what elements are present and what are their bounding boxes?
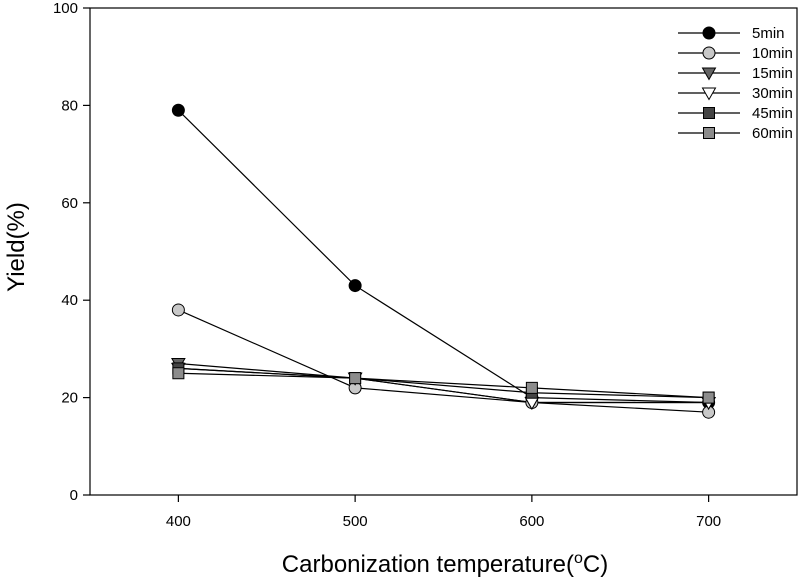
x-axis-title-sup: o <box>574 550 583 567</box>
series-markers-10min <box>171 303 716 419</box>
legend-label: 5min <box>752 25 785 42</box>
legend-marker <box>701 87 717 101</box>
legend-label: 10min <box>752 45 793 62</box>
legend-marker <box>703 127 715 139</box>
legend-item: 15min <box>678 65 793 82</box>
series-line <box>178 372 709 399</box>
x-tick-label: 500 <box>343 513 368 530</box>
x-tick-label: 600 <box>519 513 544 530</box>
series-markers-60min <box>172 367 715 404</box>
series-line <box>177 109 709 404</box>
y-tick-label: 40 <box>61 292 78 309</box>
data-point <box>525 381 538 394</box>
legend-label: 15min <box>752 65 793 82</box>
y-tick-label: 100 <box>53 0 78 17</box>
series-45min <box>178 367 709 399</box>
data-point <box>171 303 185 317</box>
data-point <box>171 103 185 117</box>
x-axis-title-end: C) <box>583 551 608 578</box>
legend-label: 45min <box>752 105 793 122</box>
data-point <box>172 367 185 380</box>
series-10min <box>178 309 709 413</box>
legend-item: 30min <box>678 85 793 102</box>
series-5min <box>177 109 709 404</box>
x-tick-label: 700 <box>696 513 721 530</box>
x-axis-title-main: Carbonization temperature( <box>282 551 574 578</box>
data-point <box>348 279 362 293</box>
legend-label: 30min <box>752 85 793 102</box>
series-line <box>178 309 709 413</box>
y-axis-title: Yield(%) <box>3 202 30 292</box>
plot-frame <box>89 7 798 496</box>
legend-item: 60min <box>678 125 793 142</box>
x-axis-title: Carbonization temperature(oC) <box>282 550 608 578</box>
y-tick-label: 0 <box>70 487 78 504</box>
legend-marker <box>701 67 717 81</box>
y-tick-label: 60 <box>61 195 78 212</box>
legend-item: 45min <box>678 105 793 122</box>
legend-marker <box>702 26 716 40</box>
series-60min <box>178 372 709 399</box>
legend-marker <box>702 46 716 60</box>
legend-marker <box>703 107 715 119</box>
legend-item: 5min <box>678 25 785 42</box>
series-markers-15min <box>171 358 716 410</box>
x-tick-label: 400 <box>166 513 191 530</box>
series-line <box>178 367 709 399</box>
legend-label: 60min <box>752 125 793 142</box>
legend-item: 10min <box>678 45 793 62</box>
y-tick-label: 20 <box>61 390 78 407</box>
series-markers-5min <box>171 103 716 409</box>
data-point <box>702 391 715 404</box>
data-point <box>349 372 362 385</box>
y-tick-label: 80 <box>61 97 78 114</box>
